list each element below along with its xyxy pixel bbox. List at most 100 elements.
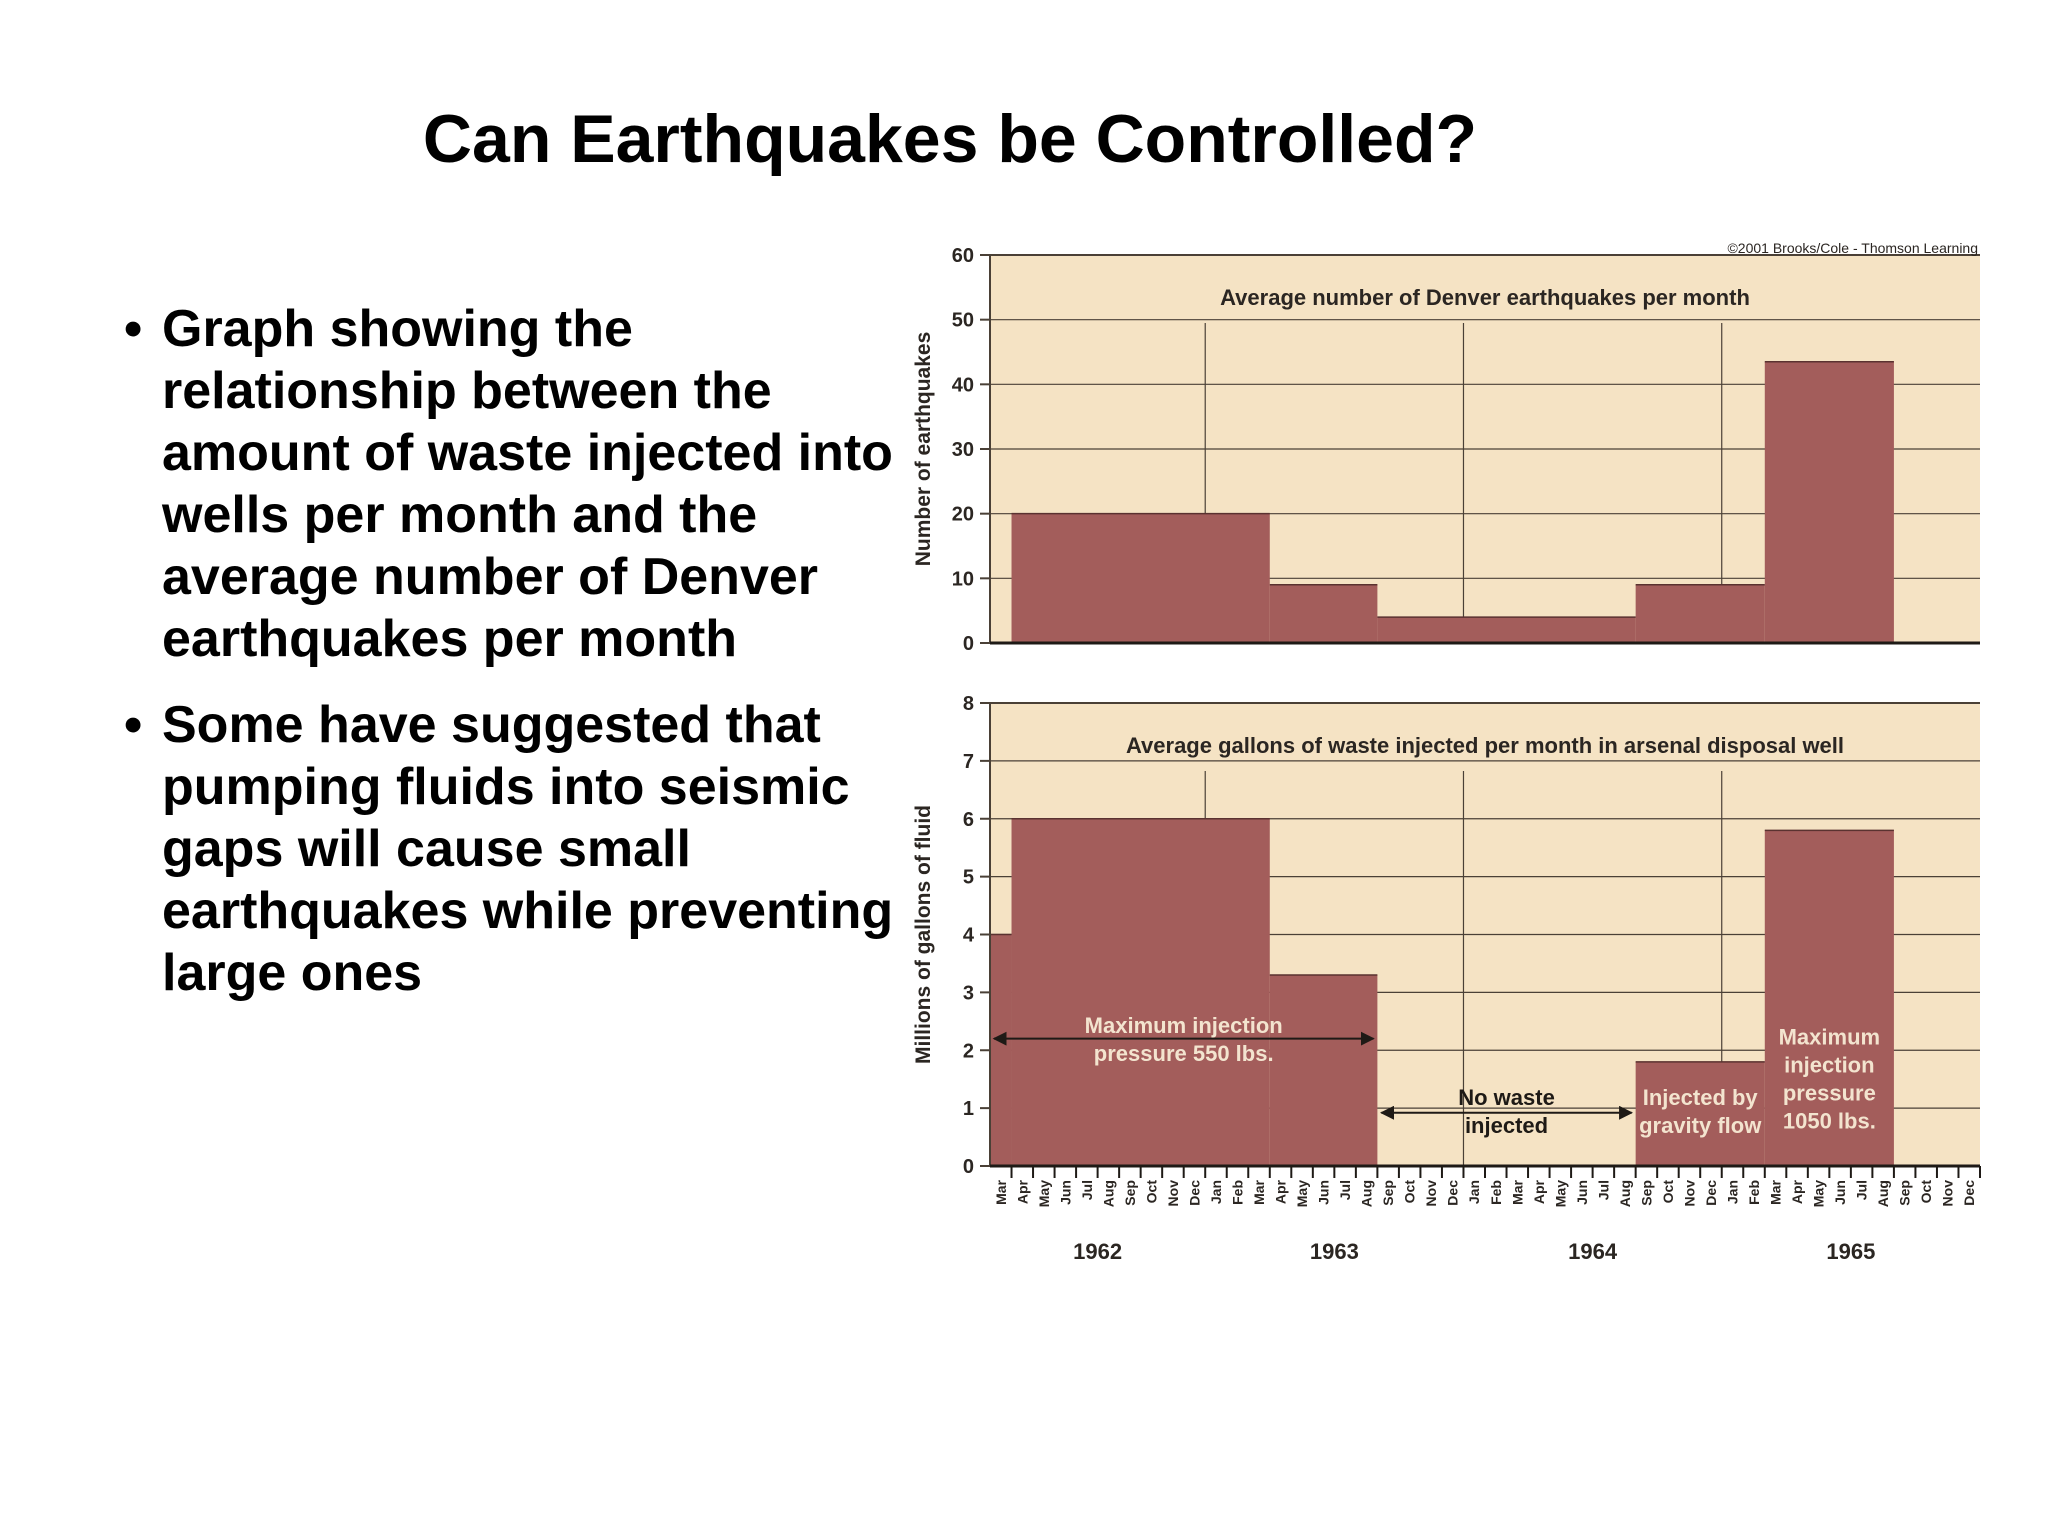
month-label: Aug (1617, 1180, 1633, 1207)
annotation-text: pressure (1783, 1080, 1876, 1105)
month-label: Feb (1488, 1180, 1504, 1205)
annotation-text: pressure 550 lbs. (1094, 1041, 1274, 1066)
month-label: Dec (1445, 1180, 1461, 1206)
bullet-dot: • (124, 300, 143, 358)
step-bar (1011, 818, 1270, 1166)
y-tick-label: 2 (963, 1040, 974, 1062)
month-label: Nov (1681, 1180, 1697, 1207)
bullet-list: • Graph showing the relationship between … (120, 298, 900, 1028)
month-label: Jan (1208, 1180, 1224, 1204)
step-bar (990, 934, 1012, 1166)
panel-title: Average gallons of waste injected per mo… (1126, 733, 1844, 758)
month-label: Mar (1768, 1179, 1784, 1204)
step-bar (1269, 975, 1378, 1166)
step-bar (1764, 361, 1894, 643)
y-axis-label: Number of earthquakes (912, 332, 935, 567)
y-tick-label: 10 (952, 568, 974, 590)
month-label: Mar (993, 1179, 1009, 1204)
month-label: Jun (1316, 1180, 1332, 1205)
month-label: Mar (1509, 1179, 1525, 1204)
month-label: Jul (1595, 1180, 1611, 1200)
month-label: Feb (1746, 1180, 1762, 1205)
y-tick-label: 6 (963, 809, 974, 831)
step-bar (1011, 513, 1270, 643)
month-label: Jun (1574, 1180, 1590, 1205)
step-bar (1269, 584, 1378, 643)
y-tick-label: 1 (963, 1098, 974, 1120)
y-tick-label: 3 (963, 982, 974, 1004)
y-tick-label: 8 (963, 693, 974, 715)
step-bar (1764, 830, 1894, 1166)
panel-title: Average number of Denver earthquakes per… (1220, 285, 1750, 310)
annotation-text: Maximum (1779, 1024, 1880, 1049)
month-label: May (1294, 1180, 1310, 1207)
y-tick-label: 40 (952, 374, 974, 396)
month-label: Oct (1143, 1180, 1159, 1204)
step-bar (1635, 584, 1765, 643)
month-label: Oct (1660, 1180, 1676, 1204)
month-label: Dec (1961, 1180, 1977, 1206)
y-tick-label: 20 (952, 504, 974, 526)
month-label: Jun (1057, 1180, 1073, 1205)
month-label: Nov (1423, 1180, 1439, 1207)
annotation-text: No waste (1458, 1085, 1555, 1110)
annotation-text: Maximum injection (1085, 1013, 1283, 1038)
month-label: Apr (1789, 1179, 1805, 1204)
month-label: Oct (1918, 1180, 1934, 1204)
month-label: Jan (1466, 1180, 1482, 1204)
month-label: Jul (1854, 1180, 1870, 1200)
y-tick-label: 4 (963, 925, 975, 947)
month-label: Jun (1832, 1180, 1848, 1205)
annotation-text: Injected by (1643, 1085, 1759, 1110)
y-tick-label: 7 (963, 751, 974, 773)
annotation-text: injected (1465, 1113, 1548, 1138)
bullet-item: • Some have suggested that pumping fluids… (120, 694, 900, 1004)
y-tick-label: 50 (952, 310, 974, 332)
month-label: May (1811, 1180, 1827, 1207)
month-label: Nov (1940, 1180, 1956, 1207)
month-label: Apr (1273, 1179, 1289, 1204)
year-label: 1963 (1310, 1239, 1359, 1264)
month-label: Mar (1251, 1179, 1267, 1204)
year-label: 1964 (1568, 1239, 1618, 1264)
month-label: Sep (1897, 1180, 1913, 1206)
y-axis-label: Millions of gallons of fluid (912, 805, 935, 1064)
bullet-text: Graph showing the relationship between t… (162, 300, 893, 668)
y-tick-label: 5 (963, 867, 974, 889)
month-label: Aug (1359, 1180, 1375, 1207)
month-label: Dec (1703, 1180, 1719, 1206)
year-label: 1965 (1826, 1239, 1875, 1264)
y-tick-label: 0 (963, 1156, 974, 1178)
month-label: Aug (1875, 1180, 1891, 1207)
month-label: Jul (1079, 1180, 1095, 1200)
y-tick-label: 30 (952, 439, 974, 461)
month-label: Oct (1402, 1180, 1418, 1204)
month-label: Apr (1531, 1179, 1547, 1204)
month-label: Dec (1186, 1180, 1202, 1206)
bullet-text: Some have suggested that pumping fluids … (162, 696, 894, 1002)
month-label: May (1552, 1180, 1568, 1207)
copyright-text: ©2001 Brooks/Cole - Thomson Learning (1727, 240, 1978, 256)
bullet-dot: • (124, 696, 143, 754)
annotation-text: gravity flow (1639, 1113, 1762, 1138)
y-tick-label: 0 (963, 633, 974, 655)
annotation-text: 1050 lbs. (1783, 1108, 1876, 1133)
bullet-item: • Graph showing the relationship between … (120, 298, 900, 670)
month-label: Sep (1122, 1180, 1138, 1206)
step-bar (1635, 1061, 1765, 1166)
y-tick-label: 60 (952, 245, 974, 267)
annotation-text: injection (1784, 1052, 1874, 1077)
month-label: Feb (1230, 1180, 1246, 1205)
step-bar (1377, 617, 1636, 643)
month-label: Jul (1337, 1180, 1353, 1200)
month-label: Jan (1725, 1180, 1741, 1204)
year-label: 1962 (1073, 1239, 1122, 1264)
month-label: Aug (1100, 1180, 1116, 1207)
page-title: Can Earthquakes be Controlled? (422, 101, 1478, 177)
month-label: Apr (1014, 1179, 1030, 1204)
month-label: May (1036, 1180, 1052, 1207)
month-label: Nov (1165, 1180, 1181, 1207)
month-label: Sep (1380, 1180, 1396, 1206)
month-label: Sep (1638, 1180, 1654, 1206)
